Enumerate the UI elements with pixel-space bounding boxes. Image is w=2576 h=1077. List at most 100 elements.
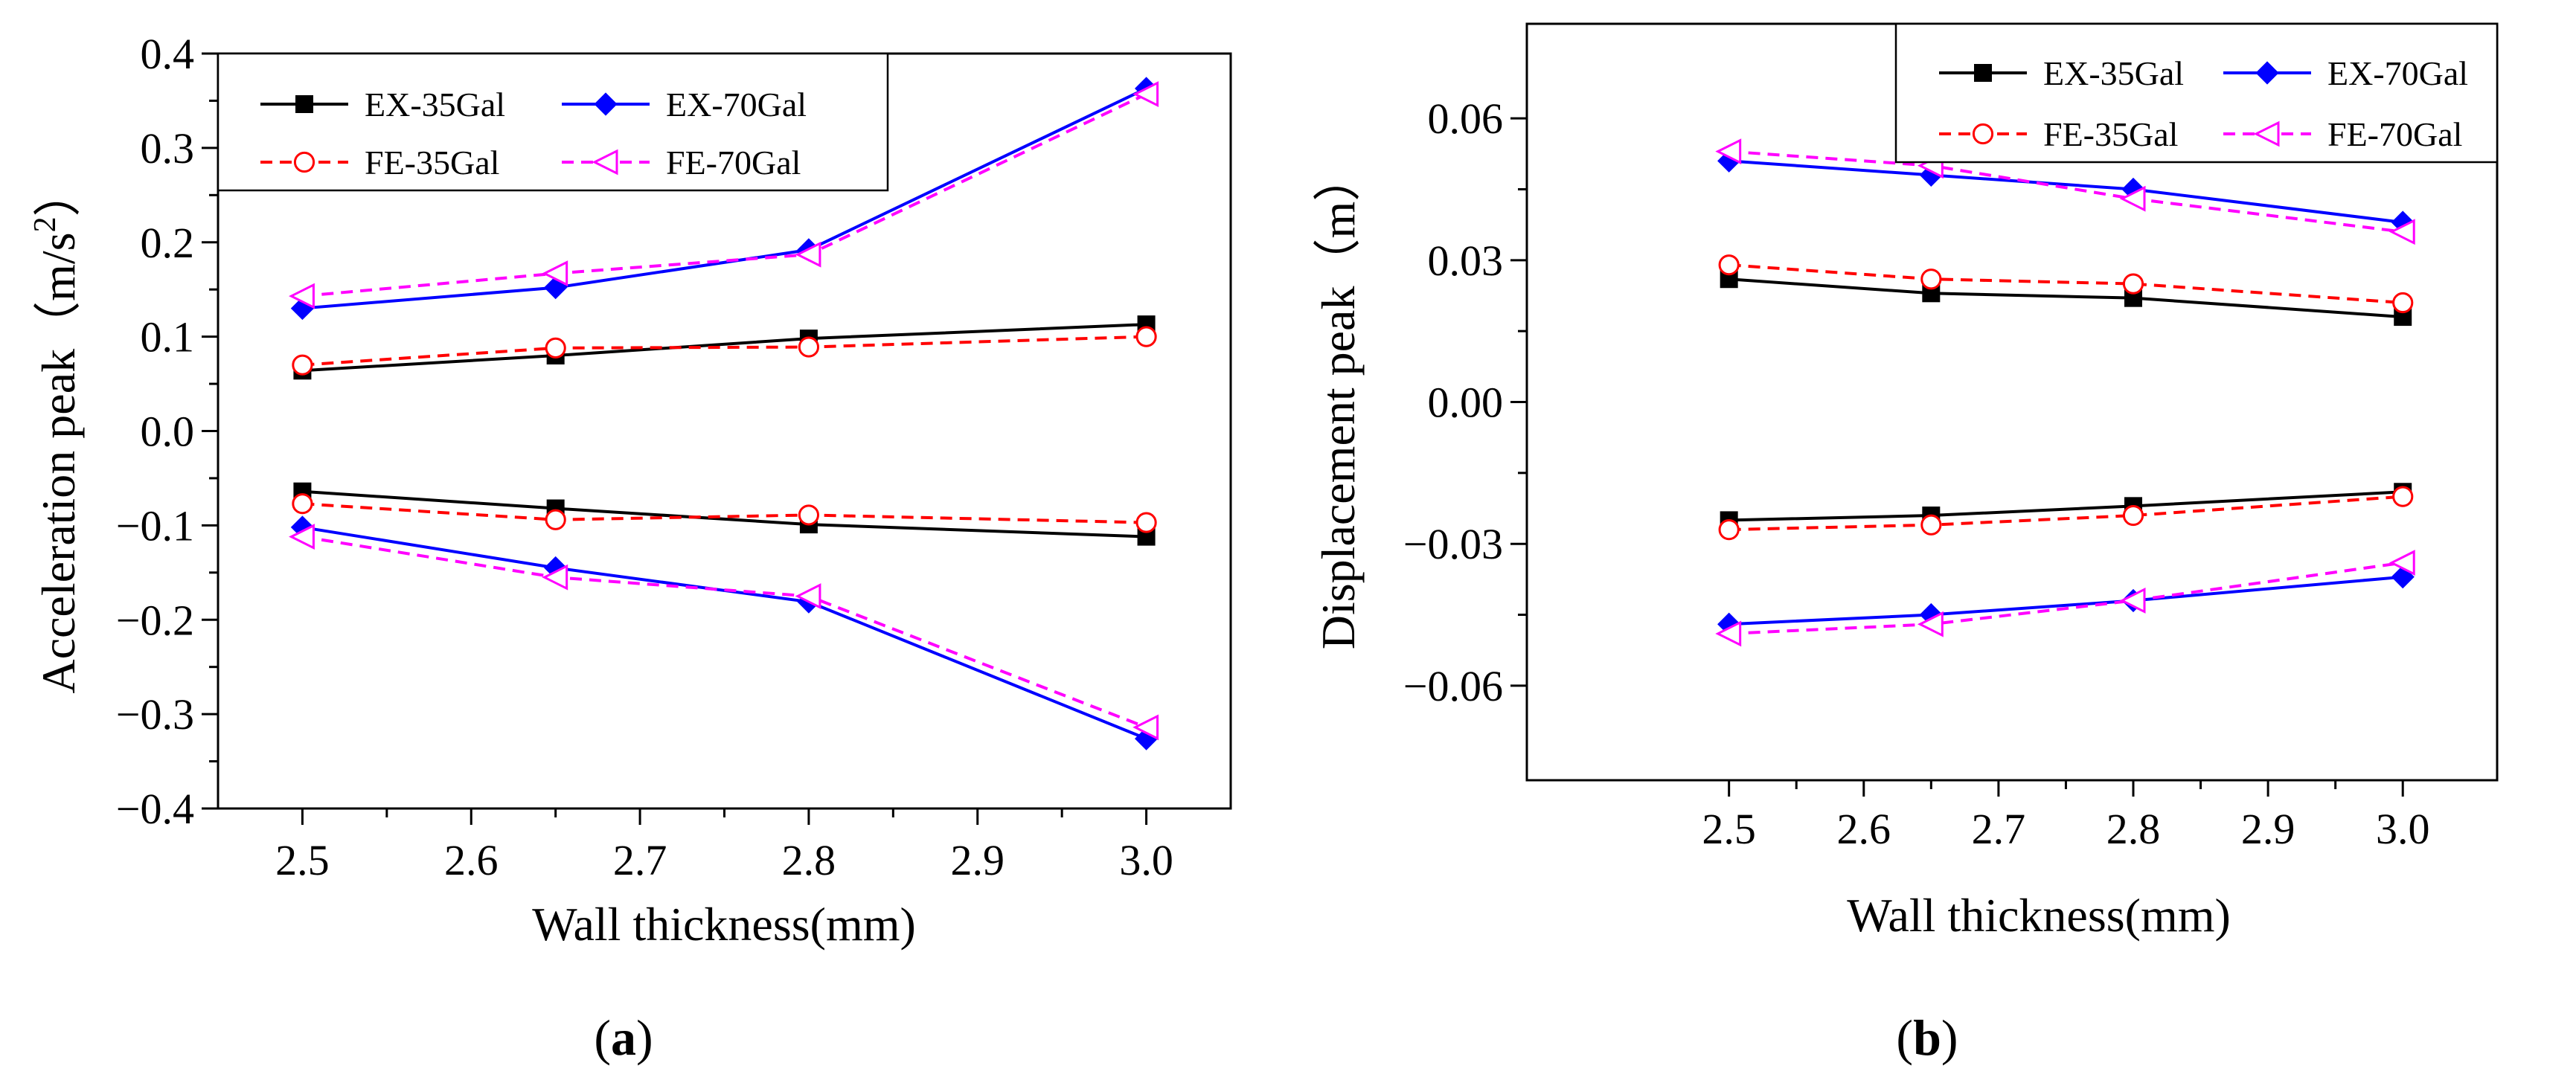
y-axis-title: Acceleration peak（m/s2） [28,169,85,693]
y-tick-label: 0.00 [1428,379,1504,427]
data-point-fe-35gal [798,504,820,526]
series-markers [1715,138,2415,647]
data-point-fe-35gal [292,493,313,515]
legend-label-ex-35gal: EX-35Gal [2043,54,2184,92]
series-line-ex-70gal-positive [302,87,1147,310]
x-tick-label: 2.9 [951,836,1005,884]
series-line-ex-35gal-positive [302,323,1147,373]
data-point-fe-35gal [2122,273,2144,295]
data-point-ex-70gal [290,515,315,539]
axis-ticks: 2.5 2.6 2.7 2.8 2.9 3.0 −0.4 −0.3 −0.2 −0.1 0.0 0.1… [116,30,1173,884]
x-axis-title: Wall thickness(mm) [1847,889,2231,942]
y-tick-label: −0.1 [116,501,194,550]
data-point-fe-70gal [1132,81,1159,107]
axis-ticks: 2.5 2.6 2.7 2.8 2.9 3.0 −0.06 −0.03 0.00 0.03 0.06 [1403,94,2430,853]
data-point-fe-70gal [542,564,568,591]
x-tick-label: 2.8 [2106,805,2161,853]
data-point-ex-70gal [2391,565,2415,589]
panel-label-letter: a [611,1009,636,1066]
data-point-fe-70gal [1715,620,1742,647]
data-point-fe-70gal [795,583,821,609]
data-point-fe-70gal [289,524,315,550]
legend: EX-35Gal EX-70Gal FE-35Gal FE-70Gal [1894,22,2499,164]
series-line-ex-70gal-positive [1728,159,2403,224]
data-point-fe-35gal [1920,269,1942,290]
legend-marker-ex-35gal [295,95,313,113]
data-point-fe-70gal [2388,219,2415,245]
panel-label-open: ( [1896,1009,1913,1066]
series-markers [289,77,1159,750]
legend-label-fe-35gal: FE-35Gal [2043,115,2178,153]
x-tick-label: 2.5 [275,836,330,884]
legend-label-ex-35gal: EX-35Gal [365,86,505,123]
series-line-ex-35gal-negative [302,489,1147,538]
series-line-fe-70gal-negative [1728,561,2403,635]
panel-label-a: (a) [594,1009,653,1066]
data-point-fe-70gal [1132,714,1159,741]
legend-box [217,52,889,192]
legend-box [1894,22,2499,164]
data-point-fe-35gal [1920,514,1942,536]
data-point-fe-35gal [1135,326,1157,347]
legend-label-fe-35gal: FE-35Gal [365,144,499,181]
y-tick-label: 0.0 [141,408,195,456]
series-line-ex-70gal-negative [302,525,1147,740]
panel-label-close: ) [1941,1009,1958,1066]
y-tick-label: −0.06 [1403,662,1503,710]
data-point-fe-70gal [2119,185,2146,212]
data-point-fe-70gal [1715,138,1742,165]
data-point-fe-35gal [1718,254,1740,276]
panel-label-b: (b) [1896,1009,1958,1066]
series-lines [302,87,1147,740]
series-line-fe-70gal-positive [302,92,1147,298]
data-point-fe-35gal [1718,519,1740,541]
x-tick-label: 3.0 [2376,805,2430,853]
y-axis-title: Displacement peak（m） [1312,154,1365,649]
legend-marker-fe-35gal [293,151,315,173]
legend-label-fe-70gal: FE-70Gal [2327,115,2462,153]
panel-label-close: ) [636,1009,653,1066]
data-point-fe-35gal [545,509,566,530]
series-lines [1728,150,2403,635]
legend-marker-fe-35gal [1972,123,1994,145]
legend: EX-35Gal EX-70Gal FE-35Gal FE-70Gal [217,52,889,192]
data-point-fe-70gal [1917,611,1944,637]
legend-marker-ex-70gal [594,92,618,116]
x-tick-label: 2.9 [2241,805,2295,853]
legend-marker-fe-70gal [592,149,618,176]
panel-label-letter: b [1913,1009,1941,1066]
x-tick-label: 2.6 [444,836,499,884]
x-tick-label: 2.7 [613,836,667,884]
legend-marker-ex-70gal [2255,61,2279,85]
y-tick-label: 0.4 [141,30,195,78]
panel-label-open: ( [594,1009,611,1066]
legend-label-ex-70gal: EX-70Gal [666,86,807,123]
legend-marker-ex-35gal [1974,64,1992,82]
x-tick-label: 2.5 [1702,805,1756,853]
x-tick-label: 2.8 [782,836,836,884]
series-line-fe-70gal-positive [1728,150,2403,234]
y-axis-title-sup: 2 [28,216,63,232]
series-line-ex-35gal-positive [1728,277,2403,319]
y-tick-label: 0.2 [141,219,195,267]
series-line-ex-35gal-negative [1728,490,2403,522]
data-point-fe-70gal [795,241,821,268]
y-tick-label: 0.03 [1428,237,1504,285]
y-tick-label: −0.3 [116,690,194,739]
y-tick-label: 0.3 [141,124,195,173]
data-point-fe-70gal [542,260,568,287]
data-point-fe-70gal [2119,588,2146,614]
y-axis-title-main: Acceleration peak（m/s [32,232,85,693]
x-tick-label: 3.0 [1119,836,1173,884]
legend-marker-fe-70gal [2253,120,2280,147]
data-point-fe-35gal [2392,486,2414,507]
panel-b: 2.5 2.6 2.7 2.8 2.9 3.0 −0.06 −0.03 0.00 0.03 0.06… [1312,22,2499,1066]
data-point-fe-35gal [1135,512,1157,533]
y-axis-title-close: ） [32,169,85,216]
data-point-fe-35gal [2392,292,2414,314]
series-line-fe-35gal-negative [302,502,1147,524]
legend-label-ex-70gal: EX-70Gal [2327,54,2468,92]
x-tick-label: 2.7 [1972,805,2026,853]
series-line-fe-35gal-positive [1728,263,2403,305]
